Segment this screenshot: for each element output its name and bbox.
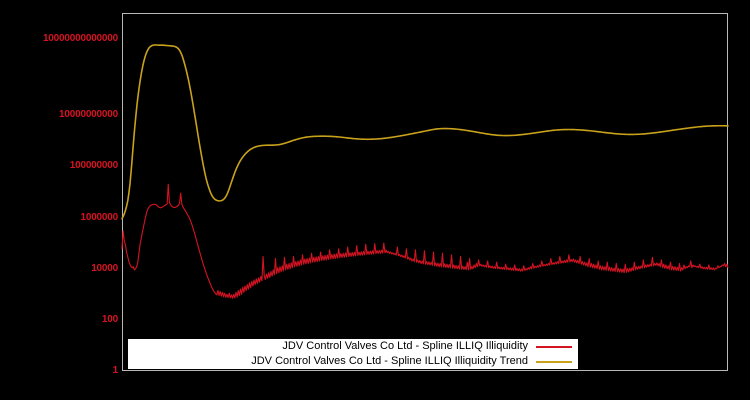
y-axis-tick-label: 10000000000 xyxy=(59,109,118,121)
series-group xyxy=(121,44,729,299)
y-axis-tick-label: 100000000 xyxy=(69,160,118,172)
chart-legend: JDV Control Valves Co Ltd - Spline ILLIQ… xyxy=(128,339,578,369)
y-axis-tick-label: 10000 xyxy=(91,262,118,274)
legend-color-swatch xyxy=(536,360,572,363)
legend-entry[interactable]: JDV Control Valves Co Ltd - Spline ILLIQ… xyxy=(128,354,578,369)
y-axis-tick-label: 1 xyxy=(112,365,119,376)
y-axis-tick-label: 100 xyxy=(101,313,118,325)
legend-entry[interactable]: JDV Control Valves Co Ltd - Spline ILLIQ… xyxy=(128,339,578,354)
y-axis-tick-label: 10000000000000 xyxy=(42,32,118,44)
y-axis-tick-label: 1000000 xyxy=(80,211,118,223)
series-line-illiquidity-trend xyxy=(121,44,729,220)
legend-entry-label: JDV Control Valves Co Ltd - Spline ILLIQ… xyxy=(251,355,528,367)
plot-frame xyxy=(122,13,728,371)
legend-color-swatch xyxy=(536,345,572,348)
legend-entry-label: JDV Control Valves Co Ltd - Spline ILLIQ… xyxy=(282,340,528,352)
series-line-illiquidity xyxy=(121,183,729,299)
